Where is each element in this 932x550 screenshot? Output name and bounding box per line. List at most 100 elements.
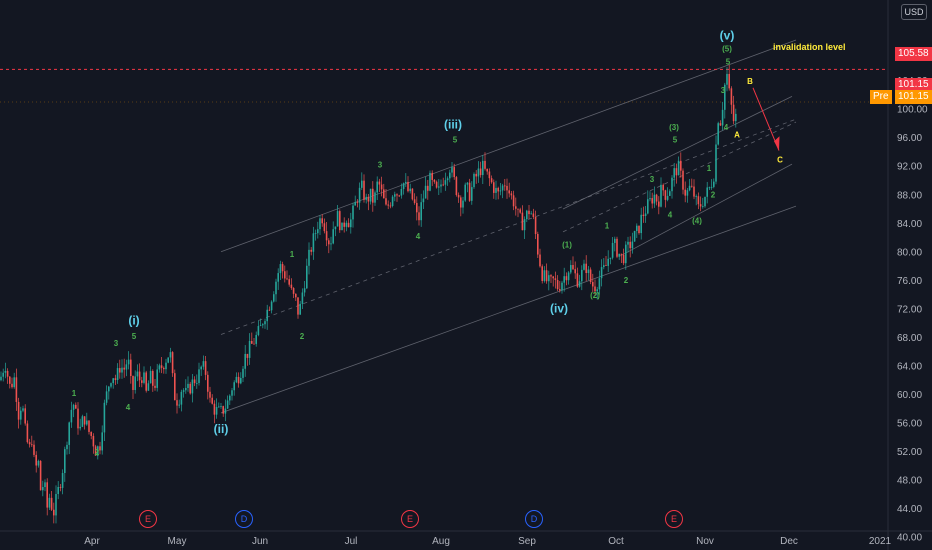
candle-body [75, 404, 77, 409]
candle-body [372, 188, 374, 203]
wave-label: 5 [132, 332, 137, 341]
candle-body [314, 233, 317, 234]
wave-label: 1 [72, 389, 77, 398]
y-tick-label: 80.00 [897, 247, 922, 258]
candle-body [53, 509, 55, 516]
wave-label: 5 [673, 136, 678, 145]
y-tick-label: 88.00 [897, 190, 922, 201]
candle-body [640, 214, 642, 234]
wave-label: 5 [726, 57, 731, 66]
candle-body [585, 263, 587, 274]
candle-body [178, 404, 180, 406]
x-tick-label: Aug [432, 536, 450, 547]
candle-body [233, 382, 235, 391]
candle-body [728, 73, 730, 89]
x-tick-label: Sep [518, 536, 536, 547]
candle-body [356, 202, 359, 203]
y-tick-label: 96.00 [897, 133, 922, 144]
x-tick-label: May [168, 536, 187, 547]
candle-body [490, 178, 493, 183]
candle-body [719, 123, 722, 126]
wave-label: 2 [300, 332, 305, 341]
candle-body [246, 353, 249, 358]
candle-body [675, 168, 678, 176]
candle-body [92, 435, 95, 447]
candle-body [358, 187, 361, 203]
candle-body [721, 109, 724, 126]
candle-body [224, 408, 227, 414]
candle-body [576, 273, 579, 287]
candle-body [180, 391, 183, 405]
candle-body [24, 408, 26, 424]
dividend-event-label: D [241, 514, 248, 524]
y-tick-label: 56.00 [897, 418, 922, 429]
candle-body [127, 359, 130, 365]
candle-body [15, 377, 18, 402]
candle-body [451, 167, 453, 173]
candle-body [704, 196, 706, 207]
candle-body [638, 225, 640, 234]
candle-body [559, 289, 561, 291]
candle-body [631, 241, 634, 249]
candle-body [466, 182, 469, 185]
candle-body [594, 286, 596, 292]
candle-body [108, 386, 110, 392]
wave-label: 1 [290, 250, 295, 259]
candle-body [28, 442, 31, 445]
candle-body [528, 210, 530, 215]
candle-body [572, 265, 574, 270]
candle-body [191, 379, 194, 394]
candle-body [592, 282, 594, 287]
candle-body [154, 385, 156, 388]
candle-body [297, 297, 299, 315]
pre-market-label: Pre [870, 90, 892, 104]
wave-label: 4 [668, 211, 673, 220]
y-tick-label: 48.00 [897, 475, 922, 486]
candle-body [666, 195, 669, 200]
candle-body [570, 265, 572, 273]
candle-body [306, 265, 308, 289]
candle-body [455, 177, 458, 195]
candle-body [552, 276, 554, 279]
candle-body [453, 167, 455, 178]
candle-body [273, 294, 275, 302]
candle-body [587, 269, 590, 274]
candle-body [328, 240, 330, 245]
candle-body [251, 341, 253, 344]
candle-body [196, 382, 198, 384]
candle-body [424, 185, 427, 199]
candle-body [9, 376, 11, 384]
wave-label: (v) [720, 28, 735, 42]
candle-body [136, 371, 139, 377]
currency-button[interactable]: USD [901, 4, 927, 20]
wave-label: (2) [590, 291, 600, 300]
candle-body [317, 229, 319, 234]
candle-body [110, 383, 112, 387]
candle-body [446, 178, 449, 181]
wave-label: (iii) [444, 117, 462, 131]
candle-body [596, 289, 598, 292]
candle-body [609, 257, 612, 259]
candle-body [248, 341, 251, 358]
candle-body [200, 366, 202, 370]
candle-body [512, 195, 515, 207]
candle-body [101, 432, 103, 451]
candle-body [387, 204, 389, 206]
candle-body [145, 372, 147, 391]
candle-body [420, 202, 422, 221]
candle-body [72, 404, 75, 410]
y-tick-label: 64.00 [897, 361, 922, 372]
candle-body [215, 406, 218, 415]
wave-label: (4) [692, 216, 702, 225]
candle-body [677, 160, 680, 176]
candle-body [693, 186, 695, 197]
trend-channel-line [220, 39, 797, 253]
candle-body [396, 194, 398, 196]
candle-body [198, 369, 200, 383]
candle-body [22, 408, 24, 411]
candle-body [352, 205, 354, 220]
wave-label: 1 [605, 221, 610, 230]
wave-label: 4 [724, 123, 729, 132]
candle-body [218, 406, 220, 408]
